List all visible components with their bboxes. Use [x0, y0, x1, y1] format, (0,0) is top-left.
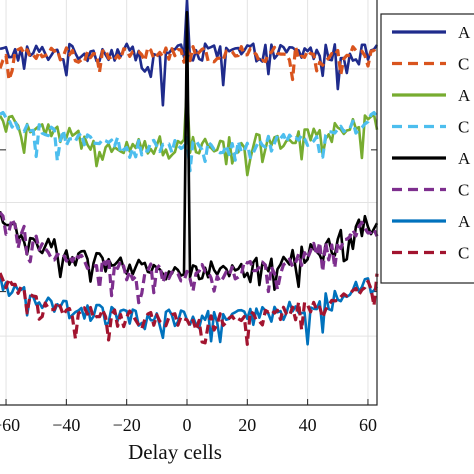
legend-label-4: C [458, 118, 469, 137]
x-tick-label: −60 [0, 415, 20, 435]
series-line-6 [0, 211, 379, 305]
legend-box [380, 13, 474, 284]
legend-label-3: A [458, 86, 471, 105]
legend-label-2: C [458, 55, 469, 74]
x-tick-label: 0 [182, 415, 191, 435]
legend-label-7: A [458, 212, 471, 231]
plot-frame [0, 0, 378, 406]
series-layer [0, 0, 379, 346]
x-tick-label: 20 [238, 415, 256, 435]
x-tick-label: 60 [359, 415, 377, 435]
series-line-8 [0, 272, 379, 346]
legend-label-6: C [458, 181, 469, 200]
legend-label-5: A [458, 149, 471, 168]
legend-label-1: A [458, 23, 471, 42]
x-axis-ticks: −60 −40 −20 0 20 40 60 [0, 399, 377, 435]
x-tick-label: −40 [52, 415, 80, 435]
x-tick-label: −20 [113, 415, 141, 435]
legend-label-8: C [458, 244, 469, 263]
x-tick-label: 40 [299, 415, 317, 435]
x-axis-label: Delay cells [128, 440, 222, 464]
grid [0, 0, 377, 405]
